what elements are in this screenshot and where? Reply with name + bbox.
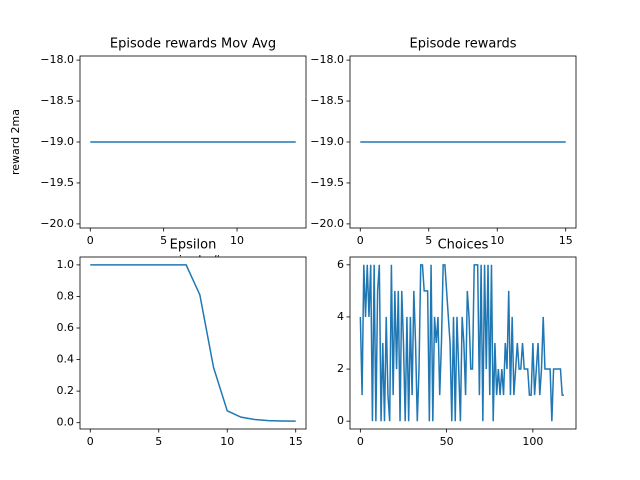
subplot: Epsilon 0.0 0.2 0.4 0.6 0.8 1.0 0 5 10 15 xyxy=(57,238,307,448)
x-tick-label: 0 xyxy=(87,234,94,247)
y-tick-label: −18.0 xyxy=(310,53,344,66)
y-tick-label: −19.5 xyxy=(310,176,344,189)
y-tick-label: −20.0 xyxy=(40,217,74,230)
y-tick-label: 1.0 xyxy=(57,258,75,271)
data-line xyxy=(90,264,296,422)
x-tick-label: 10 xyxy=(490,234,504,247)
x-tick-label: 100 xyxy=(522,435,543,448)
y-tick-label: 0.0 xyxy=(57,416,75,429)
data-line xyxy=(359,264,564,422)
subplot: Choices 0 2 4 6 0 50 100 xyxy=(337,238,577,448)
axes-frame xyxy=(79,256,307,430)
y-tick-label: −19.0 xyxy=(310,135,344,148)
subplot-title: Episode rewards xyxy=(410,37,517,52)
y-tick-label: −18.5 xyxy=(40,94,74,107)
y-axis-label: reward 2ma xyxy=(9,109,22,175)
x-tick-label: 15 xyxy=(289,435,303,448)
y-tick-label: 0.4 xyxy=(57,353,75,366)
subplot-title: Episode rewards Mov Avg xyxy=(110,37,276,52)
x-tick-label: 0 xyxy=(357,435,364,448)
y-tick-label: −19.0 xyxy=(40,135,74,148)
y-tick-label: −18.0 xyxy=(40,53,74,66)
x-tick-label: 0 xyxy=(87,435,94,448)
x-tick-label: 5 xyxy=(425,234,432,247)
y-tick-label: 0.6 xyxy=(57,321,75,334)
y-tick-label: 6 xyxy=(337,258,344,271)
subplot: Episode rewards Mov Avgepisode #reward 2… xyxy=(9,37,307,266)
y-tick-label: 0.2 xyxy=(57,384,75,397)
y-tick-label: 4 xyxy=(337,310,344,323)
subplot: Episode rewards −18.0 −18.5 −19.0 −19.5 −20.0… xyxy=(310,37,577,247)
axes-frame xyxy=(79,55,307,229)
x-tick-label: 15 xyxy=(559,234,573,247)
y-tick-label: −18.5 xyxy=(310,94,344,107)
y-tick-label: −19.5 xyxy=(40,176,74,189)
x-tick-label: 10 xyxy=(230,234,244,247)
plot-area xyxy=(80,257,306,429)
subplot-title: Epsilon xyxy=(170,238,217,253)
x-tick-label: 0 xyxy=(357,234,364,247)
y-tick-label: 0 xyxy=(337,414,344,427)
x-tick-label: 5 xyxy=(160,234,167,247)
subplot-title: Choices xyxy=(438,238,489,253)
x-tick-label: 5 xyxy=(155,435,162,448)
axes-frame xyxy=(349,256,577,430)
x-tick-label: 50 xyxy=(440,435,454,448)
y-tick-label: 0.8 xyxy=(57,289,75,302)
y-tick-label: 2 xyxy=(337,362,344,375)
axes-frame xyxy=(349,55,577,229)
y-tick-label: −20.0 xyxy=(310,217,344,230)
x-tick-label: 10 xyxy=(220,435,234,448)
